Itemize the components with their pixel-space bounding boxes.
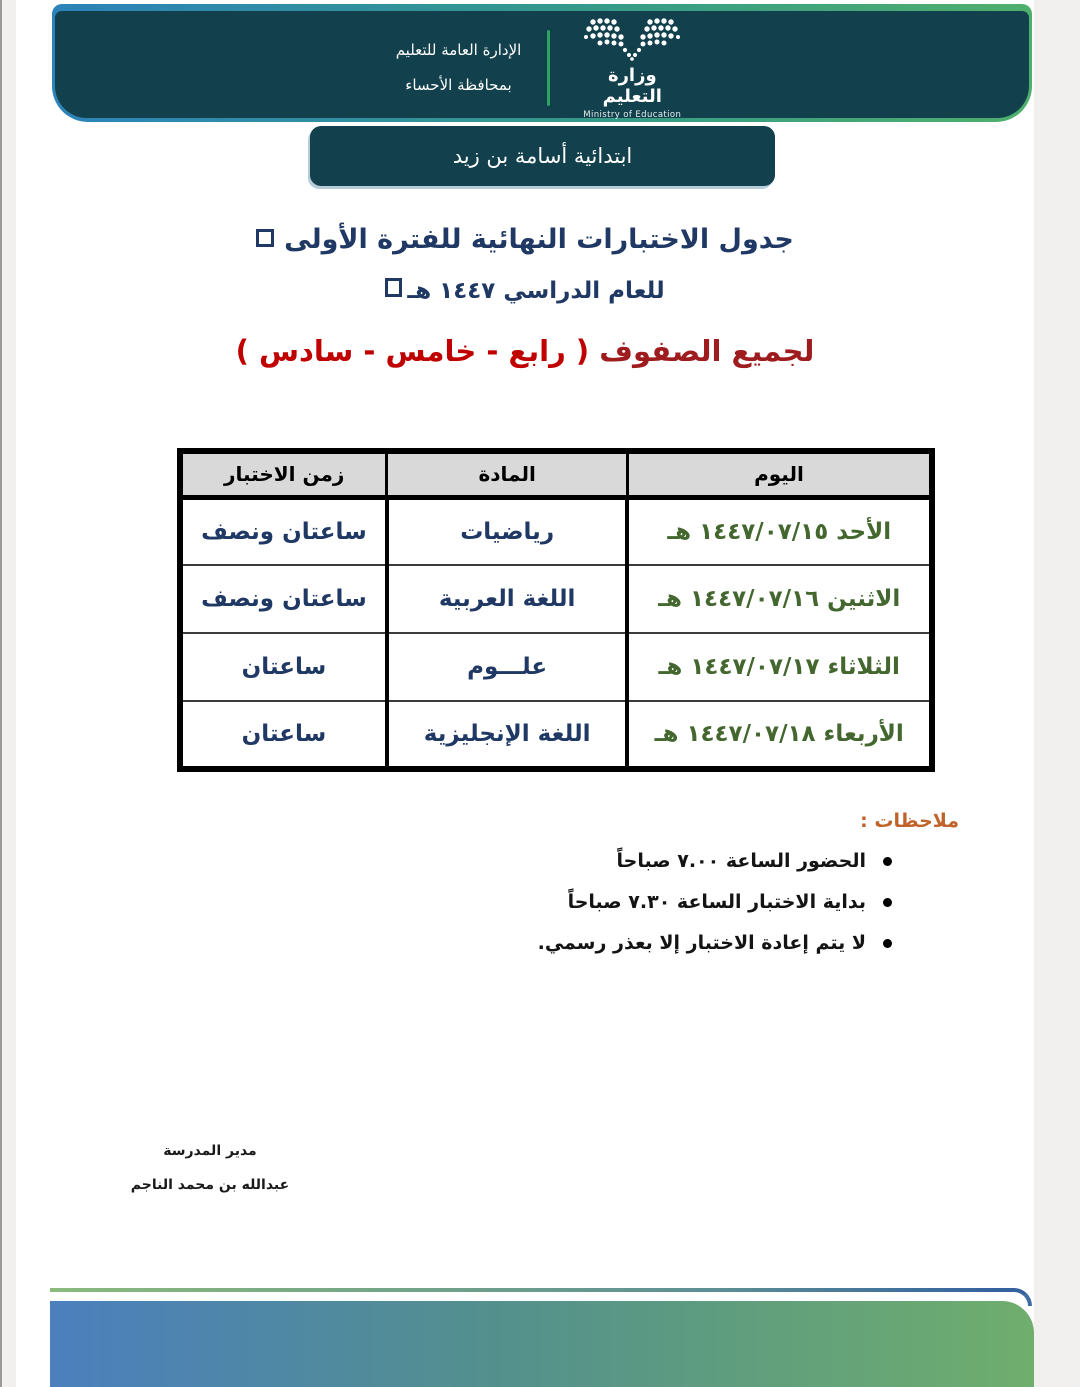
exam-schedule-table-wrap: اليوم المادة زمن الاختبار الأحد ١٤٤٧/٠٧/… (177, 448, 935, 772)
exam-schedule-title: جدول الاختبارات النهائية للفترة الأولى (16, 224, 1034, 255)
grades-values: ( رابع - خامس - سادس ) (235, 334, 590, 368)
org-name-line1: الإدارة العامة للتعليم (395, 41, 522, 59)
vertical-separator (547, 29, 551, 106)
note-text: الحضور الساعة ٧.٠٠ صباحاً (616, 850, 866, 872)
principal-name: عبدالله بن محمد الناجم (130, 1177, 290, 1193)
bullet-icon (883, 856, 892, 866)
missing-glyph-box (385, 278, 403, 297)
bottom-accent-line (50, 1288, 998, 1292)
ministry-name-english: Ministry of Education (583, 109, 682, 120)
day-cell: الأربعاء ١٤٤٧/٠٧/١٨ هـ (625, 700, 934, 770)
column-header-subject: المادة (385, 449, 629, 500)
document-page: الإدارة العامة للتعليم بمحافظة الأحساء (16, 0, 1034, 1387)
missing-glyph-box (256, 229, 275, 247)
education-administration-block: الإدارة العامة للتعليم بمحافظة الأحساء (396, 41, 522, 94)
exam-schedule-title-text: جدول الاختبارات النهائية للفترة الأولى (284, 224, 794, 255)
ministry-logo-dots-icon (584, 17, 681, 61)
duration-cell: ساعتان ونصف (178, 564, 389, 634)
ministry-banner-border: الإدارة العامة للتعليم بمحافظة الأحساء (52, 4, 1032, 122)
school-name-plate: ابتدائية أسامة بن زيد (310, 126, 775, 186)
note-text: لا يتم إعادة الاختبار إلا بعذر رسمي. (537, 932, 866, 954)
list-item: لا يتم إعادة الاختبار إلا بعذر رسمي. (538, 930, 892, 956)
notes-heading: ملاحظات : (860, 810, 959, 832)
day-cell: الثلاثاء ١٤٤٧/٠٧/١٧ هـ (625, 632, 934, 702)
subject-cell: اللغة العربية (384, 564, 630, 634)
bottom-gradient-band (50, 1301, 1034, 1387)
bottom-accent-line-corner (996, 1288, 1032, 1306)
exam-schedule-table: اليوم المادة زمن الاختبار الأحد ١٤٤٧/٠٧/… (177, 448, 935, 772)
notes-list: الحضور الساعة ٧.٠٠ صباحاً بداية الاختبار… (538, 848, 892, 971)
column-header-duration: زمن الاختبار (178, 449, 389, 500)
list-item: بداية الاختبار الساعة ٧.٣٠ صباحاً (538, 889, 892, 915)
duration-cell: ساعتان ونصف (178, 496, 389, 566)
academic-year-text: للعام الدراسي ١٤٤٧ هـ (407, 278, 665, 304)
grades-line: لجميع الصفوف ( رابع - خامس - سادس ) (16, 334, 1034, 368)
list-item: الحضور الساعة ٧.٠٠ صباحاً (538, 848, 892, 874)
ministry-logo: وزارة التعليم Ministry of Education (576, 16, 688, 120)
table-row: الاثنين ١٤٤٧/٠٧/١٦ هـ اللغة العربية ساعت… (178, 564, 934, 634)
subject-cell: رياضيات (384, 496, 630, 566)
grades-label: لجميع الصفوف (599, 334, 815, 368)
note-text: بداية الاختبار الساعة ٧.٣٠ صباحاً (567, 891, 866, 913)
bullet-icon (883, 938, 892, 948)
bullet-icon (883, 897, 892, 907)
table-row: الثلاثاء ١٤٤٧/٠٧/١٧ هـ علـــوم ساعتان (178, 632, 934, 702)
academic-year-title: للعام الدراسي ١٤٤٧ هـ (16, 278, 1034, 304)
table-header-row: اليوم المادة زمن الاختبار (178, 449, 934, 500)
subject-cell: اللغة الإنجليزية (384, 700, 630, 770)
principal-role: مدير المدرسة (163, 1143, 257, 1159)
ministry-name-arabic: وزارة التعليم (602, 64, 662, 107)
school-name: ابتدائية أسامة بن زيد (452, 144, 633, 168)
duration-cell: ساعتان (178, 632, 389, 702)
day-cell: الاثنين ١٤٤٧/٠٧/١٦ هـ (625, 564, 934, 634)
day-cell: الأحد ١٤٤٧/٠٧/١٥ هـ (625, 496, 934, 566)
table-row: الأربعاء ١٤٤٧/٠٧/١٨ هـ اللغة الإنجليزية … (178, 700, 934, 770)
column-header-day: اليوم (625, 449, 934, 500)
principal-signature-block: مدير المدرسة عبدالله بن محمد الناجم (124, 1143, 296, 1193)
table-row: الأحد ١٤٤٧/٠٧/١٥ هـ رياضيات ساعتان ونصف (178, 496, 934, 566)
org-name-line2: بمحافظة الأحساء (405, 76, 512, 94)
duration-cell: ساعتان (178, 700, 389, 770)
subject-cell: علـــوم (384, 632, 630, 702)
ministry-banner: الإدارة العامة للتعليم بمحافظة الأحساء (55, 11, 1029, 120)
